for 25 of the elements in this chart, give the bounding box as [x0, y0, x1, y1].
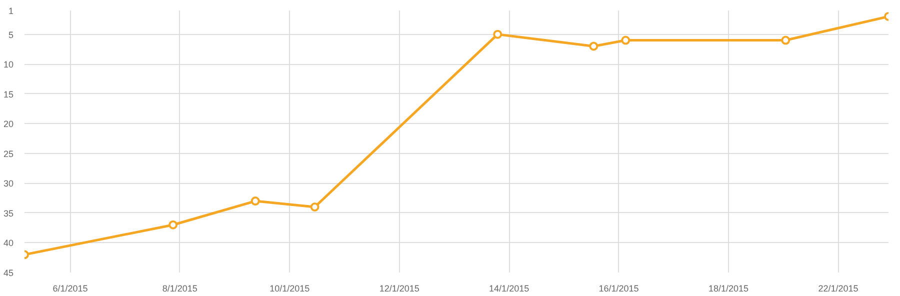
y-tick-label: 20: [3, 119, 14, 130]
point: [621, 36, 630, 45]
y-tick-label: 10: [3, 60, 14, 70]
x-tick-label: 10/1/2015: [270, 284, 310, 294]
y-tick-label: 5: [8, 30, 14, 40]
x-tick-label: 6/1/2015: [52, 284, 88, 294]
x-tick-label: 14/1/2015: [489, 284, 530, 294]
point: [168, 220, 178, 230]
point: [781, 36, 790, 45]
x-tick-label: 8/1/2015: [162, 284, 198, 294]
y-tick-label: 40: [3, 238, 14, 248]
point: [493, 30, 502, 39]
y-tick-label: 25: [3, 148, 14, 159]
y-tick-label: 45: [3, 268, 14, 278]
y-tick-label: 35: [3, 208, 14, 218]
y-tick-label: 15: [3, 89, 14, 100]
y-tick-label: 1: [8, 6, 14, 16]
x-tick-label: 22/1/2015: [818, 284, 858, 294]
point: [250, 196, 260, 206]
y-tick-label: 30: [3, 178, 14, 189]
x-tick-label: 12/1/2015: [379, 284, 420, 294]
x-tick-label: 16/1/2015: [598, 284, 639, 294]
point: [310, 202, 320, 212]
x-tick-label: 18/1/2015: [708, 284, 749, 294]
point: [589, 42, 598, 51]
